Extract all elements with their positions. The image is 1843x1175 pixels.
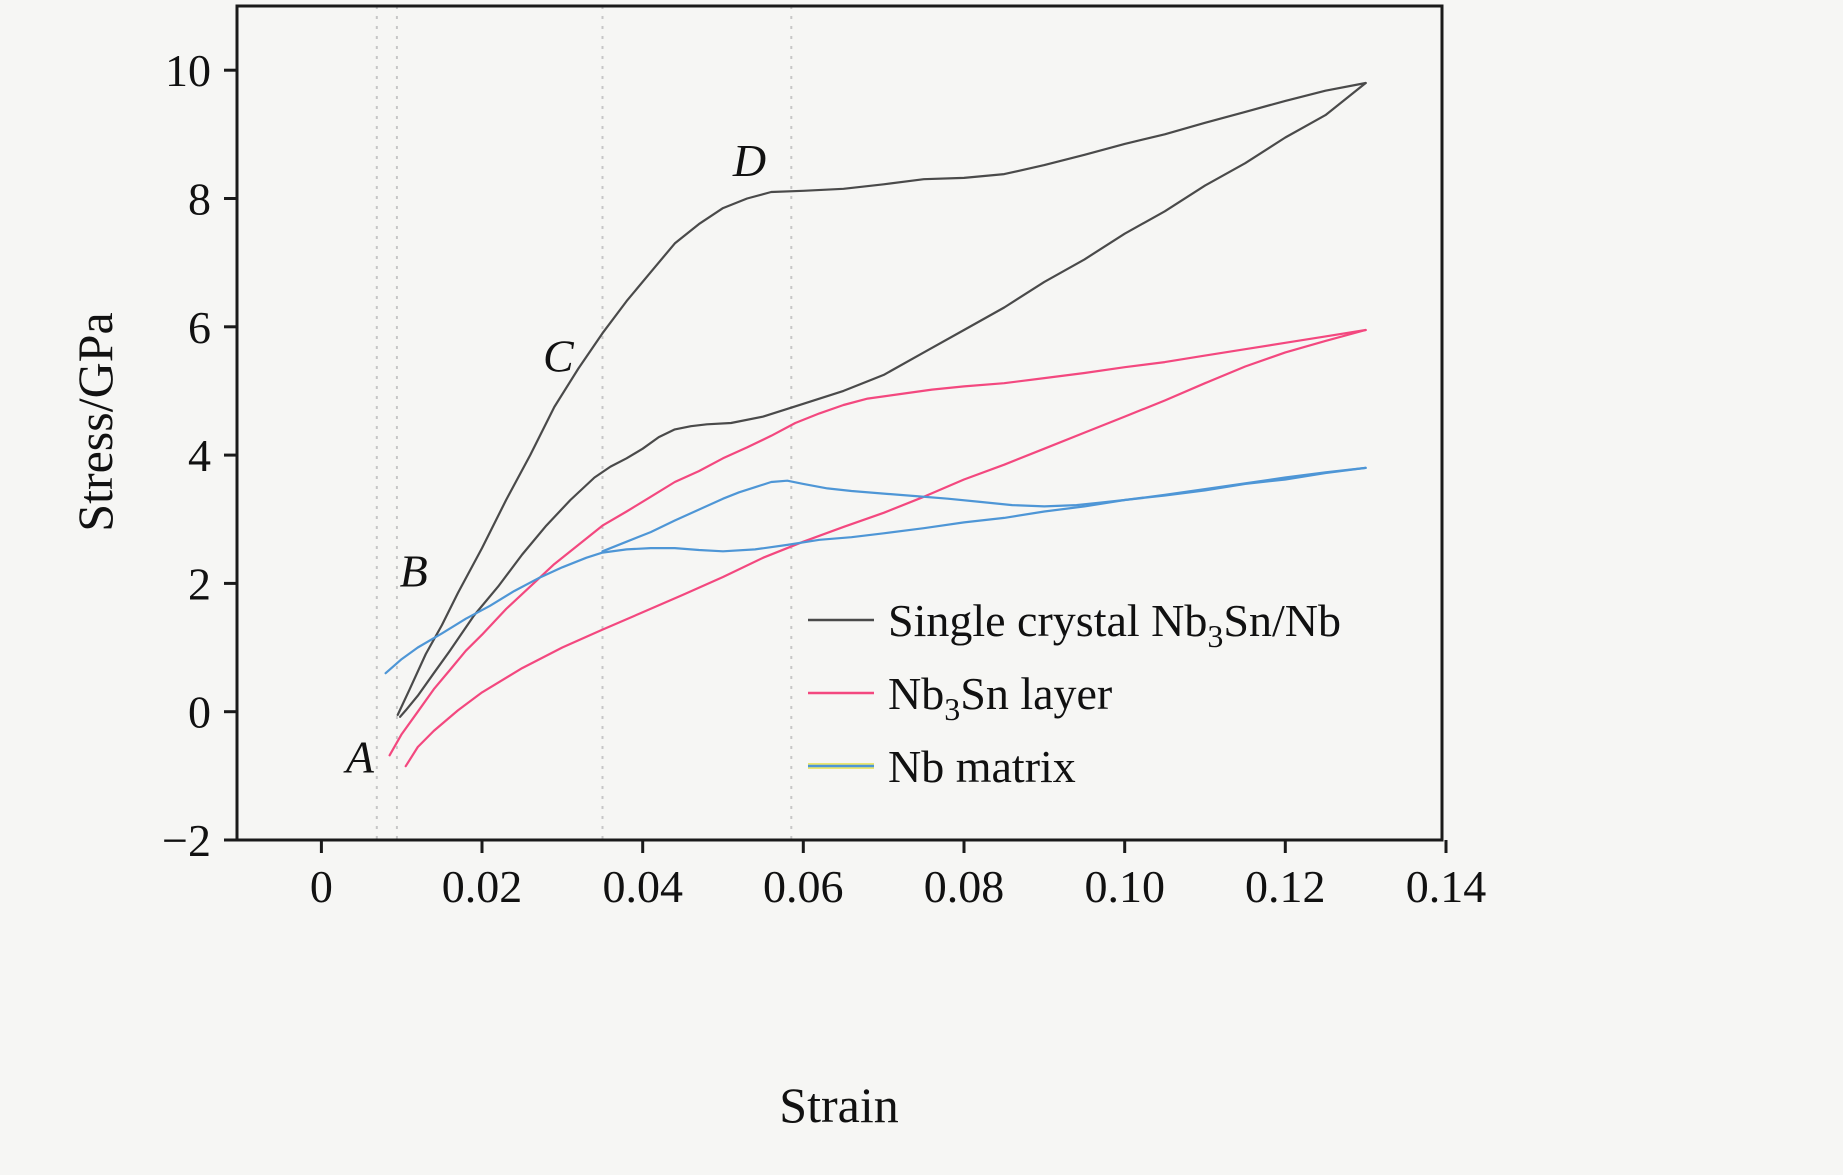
y-tick-label: 6 — [188, 302, 211, 353]
legend-label-nb-matrix: Nb matrix — [888, 741, 1076, 792]
x-tick-label: 0.08 — [924, 861, 1005, 912]
y-tick-label: 10 — [165, 45, 211, 96]
annotation-C: C — [543, 331, 575, 382]
x-axis-title: Strain — [779, 1077, 898, 1133]
legend-label-single-crystal-nb3sn-nb: Single crystal Nb3Sn/Nb — [888, 595, 1341, 654]
series-nb3sn-layer-unloading — [404, 328, 1367, 768]
y-tick-label: 2 — [188, 558, 211, 609]
y-tick-label: 0 — [188, 687, 211, 738]
y-tick-label: −2 — [162, 815, 211, 866]
series-single-crystal-nb3sn-nb-unloading — [399, 81, 1367, 718]
plot-frame — [235, 4, 1444, 842]
y-axis-title: Stress/GPa — [67, 312, 123, 531]
x-tick-label: 0 — [310, 861, 333, 912]
y-tick-label: 8 — [188, 174, 211, 225]
x-tick-label: 0.04 — [602, 861, 683, 912]
x-tick-label: 0.12 — [1245, 861, 1326, 912]
x-tick-label: 0.06 — [763, 861, 844, 912]
annotation-B: B — [400, 546, 428, 597]
series-single-crystal-nb3sn-nb-loading — [396, 81, 1367, 716]
x-tick-label: 0.10 — [1084, 861, 1165, 912]
series-nb3sn-layer-loading — [388, 328, 1367, 757]
x-tick-label: 0.14 — [1406, 861, 1487, 912]
y-tick-label: 4 — [188, 430, 211, 481]
annotation-D: D — [732, 135, 766, 186]
annotation-A: A — [343, 732, 375, 783]
legend-label-nb3sn-layer: Nb3Sn layer — [888, 668, 1112, 727]
x-tick-label: 0.02 — [442, 861, 523, 912]
plot-area: 0 0.02 0.04 0.06 0.08 0.10 0.12 0.14 −2 0 2 4 6 8 10 A B… — [162, 4, 1487, 912]
series-nb-matrix-unloading — [601, 466, 1367, 553]
